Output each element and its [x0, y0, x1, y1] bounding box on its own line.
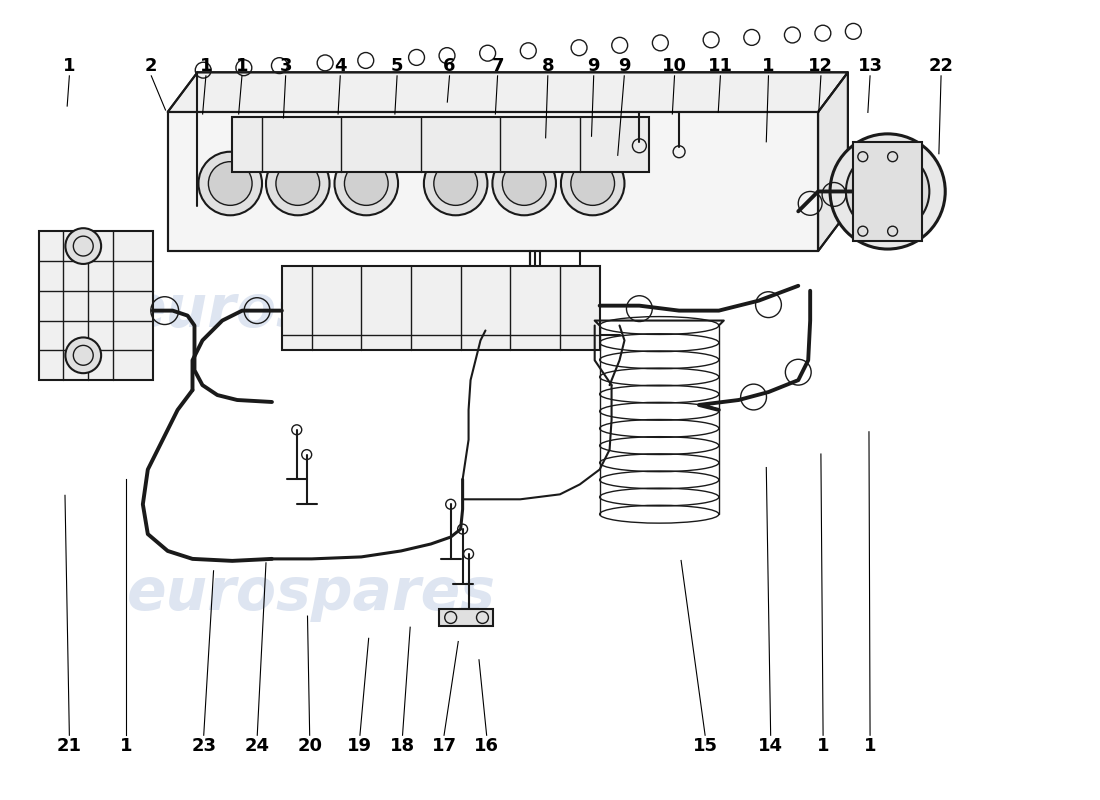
Circle shape	[561, 152, 625, 215]
Text: 9: 9	[618, 58, 630, 75]
Text: 19: 19	[348, 737, 373, 754]
Bar	[39, 231, 153, 380]
Bar	[282, 266, 600, 350]
Text: 12: 12	[808, 58, 834, 75]
Polygon shape	[818, 72, 848, 251]
Text: 23: 23	[191, 737, 217, 754]
Circle shape	[503, 162, 546, 206]
Circle shape	[493, 152, 556, 215]
Circle shape	[198, 152, 262, 215]
Text: 11: 11	[708, 58, 733, 75]
Text: 10: 10	[662, 58, 688, 75]
Text: 20: 20	[297, 737, 322, 754]
Circle shape	[334, 152, 398, 215]
Text: 5: 5	[390, 58, 404, 75]
Text: 2: 2	[145, 58, 157, 75]
Bar	[232, 117, 649, 171]
Bar	[439, 609, 494, 626]
Circle shape	[846, 150, 929, 233]
Circle shape	[344, 162, 388, 206]
Circle shape	[65, 338, 101, 373]
Text: 1: 1	[235, 58, 249, 75]
Circle shape	[571, 162, 615, 206]
Text: 22: 22	[928, 58, 954, 75]
Text: 7: 7	[492, 58, 504, 75]
Circle shape	[276, 162, 320, 206]
Text: 14: 14	[758, 737, 783, 754]
Text: 1: 1	[817, 737, 829, 754]
Text: 1: 1	[864, 737, 877, 754]
Text: 4: 4	[334, 58, 346, 75]
Text: 3: 3	[279, 58, 292, 75]
Text: 1: 1	[200, 58, 212, 75]
Text: 13: 13	[858, 58, 882, 75]
Text: 1: 1	[63, 58, 76, 75]
Text: 6: 6	[443, 58, 455, 75]
Text: eurospares: eurospares	[128, 565, 496, 622]
Circle shape	[424, 152, 487, 215]
Text: eurospares: eurospares	[128, 282, 496, 339]
Circle shape	[208, 162, 252, 206]
Text: 18: 18	[390, 737, 415, 754]
Circle shape	[830, 134, 945, 249]
Text: 8: 8	[541, 58, 554, 75]
Text: 1: 1	[120, 737, 132, 754]
Text: 21: 21	[57, 737, 81, 754]
Text: 1: 1	[762, 58, 774, 75]
Text: 24: 24	[244, 737, 270, 754]
Polygon shape	[167, 112, 818, 251]
Text: 9: 9	[587, 58, 600, 75]
Text: 15: 15	[693, 737, 717, 754]
Circle shape	[266, 152, 330, 215]
Text: 16: 16	[474, 737, 499, 754]
Circle shape	[433, 162, 477, 206]
Polygon shape	[167, 72, 848, 112]
Bar	[852, 142, 923, 241]
Circle shape	[65, 228, 101, 264]
Text: 17: 17	[431, 737, 456, 754]
